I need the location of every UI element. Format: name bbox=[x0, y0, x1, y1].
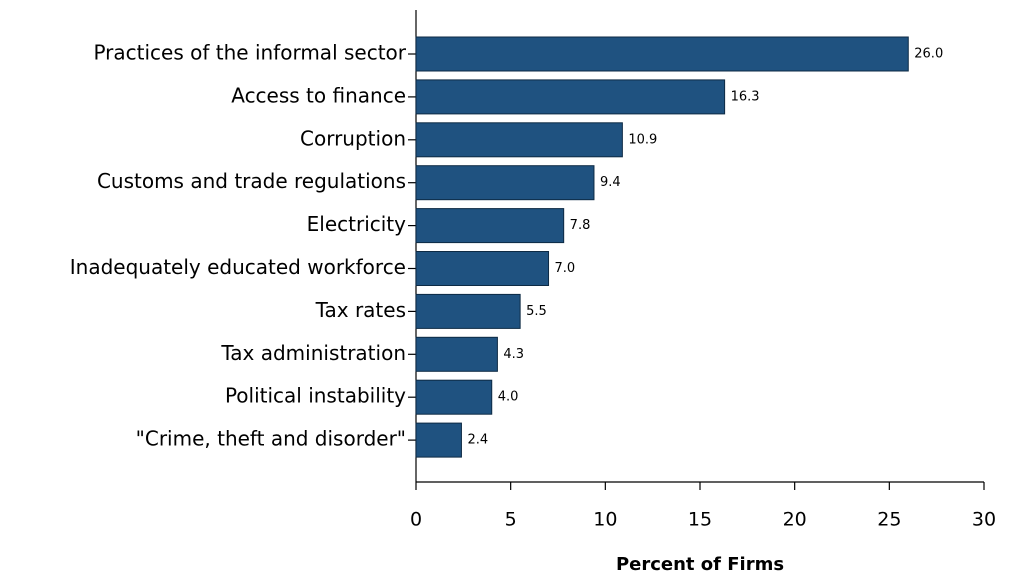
bar bbox=[415, 122, 623, 158]
x-tick-label: 30 bbox=[972, 509, 996, 531]
y-tick-label: Tax administration bbox=[220, 341, 406, 365]
y-tick-label: Practices of the informal sector bbox=[93, 41, 406, 65]
y-tick-label: Customs and trade regulations bbox=[97, 169, 406, 193]
y-tick-label: Corruption bbox=[300, 126, 406, 150]
y-tick-label: Inadequately educated workforce bbox=[70, 255, 406, 279]
x-tick-label: 25 bbox=[877, 509, 901, 531]
bar bbox=[415, 79, 726, 115]
value-label: 9.4 bbox=[600, 175, 621, 190]
x-axis-title: Percent of Firms bbox=[616, 554, 784, 575]
bar bbox=[415, 422, 462, 458]
value-label: 4.3 bbox=[503, 347, 524, 362]
x-tick-label: 15 bbox=[688, 509, 712, 531]
value-label: 26.0 bbox=[914, 47, 943, 62]
x-tick-label: 5 bbox=[505, 509, 517, 531]
value-label: 5.5 bbox=[526, 304, 547, 319]
value-label: 10.9 bbox=[628, 132, 657, 147]
bar bbox=[415, 379, 493, 415]
y-tick-label: Electricity bbox=[307, 212, 407, 236]
bar bbox=[415, 165, 595, 201]
y-tick-label: Tax rates bbox=[315, 298, 406, 322]
x-tick-label: 0 bbox=[410, 509, 422, 531]
bar bbox=[415, 208, 565, 244]
x-tick-label: 20 bbox=[783, 509, 807, 531]
value-label: 2.4 bbox=[467, 433, 488, 448]
value-label: 4.0 bbox=[498, 390, 519, 405]
bar bbox=[415, 36, 909, 72]
value-label: 7.0 bbox=[555, 261, 576, 276]
value-label: 7.8 bbox=[570, 218, 591, 233]
value-label: 16.3 bbox=[731, 89, 760, 104]
bar bbox=[415, 336, 498, 372]
y-tick-label: "Crime, theft and disorder" bbox=[136, 427, 406, 451]
y-tick-label: Political instability bbox=[225, 384, 406, 408]
bar bbox=[415, 251, 550, 286]
y-tick-label: Access to finance bbox=[231, 83, 406, 107]
x-tick-label: 10 bbox=[593, 509, 617, 531]
bar bbox=[415, 293, 521, 329]
